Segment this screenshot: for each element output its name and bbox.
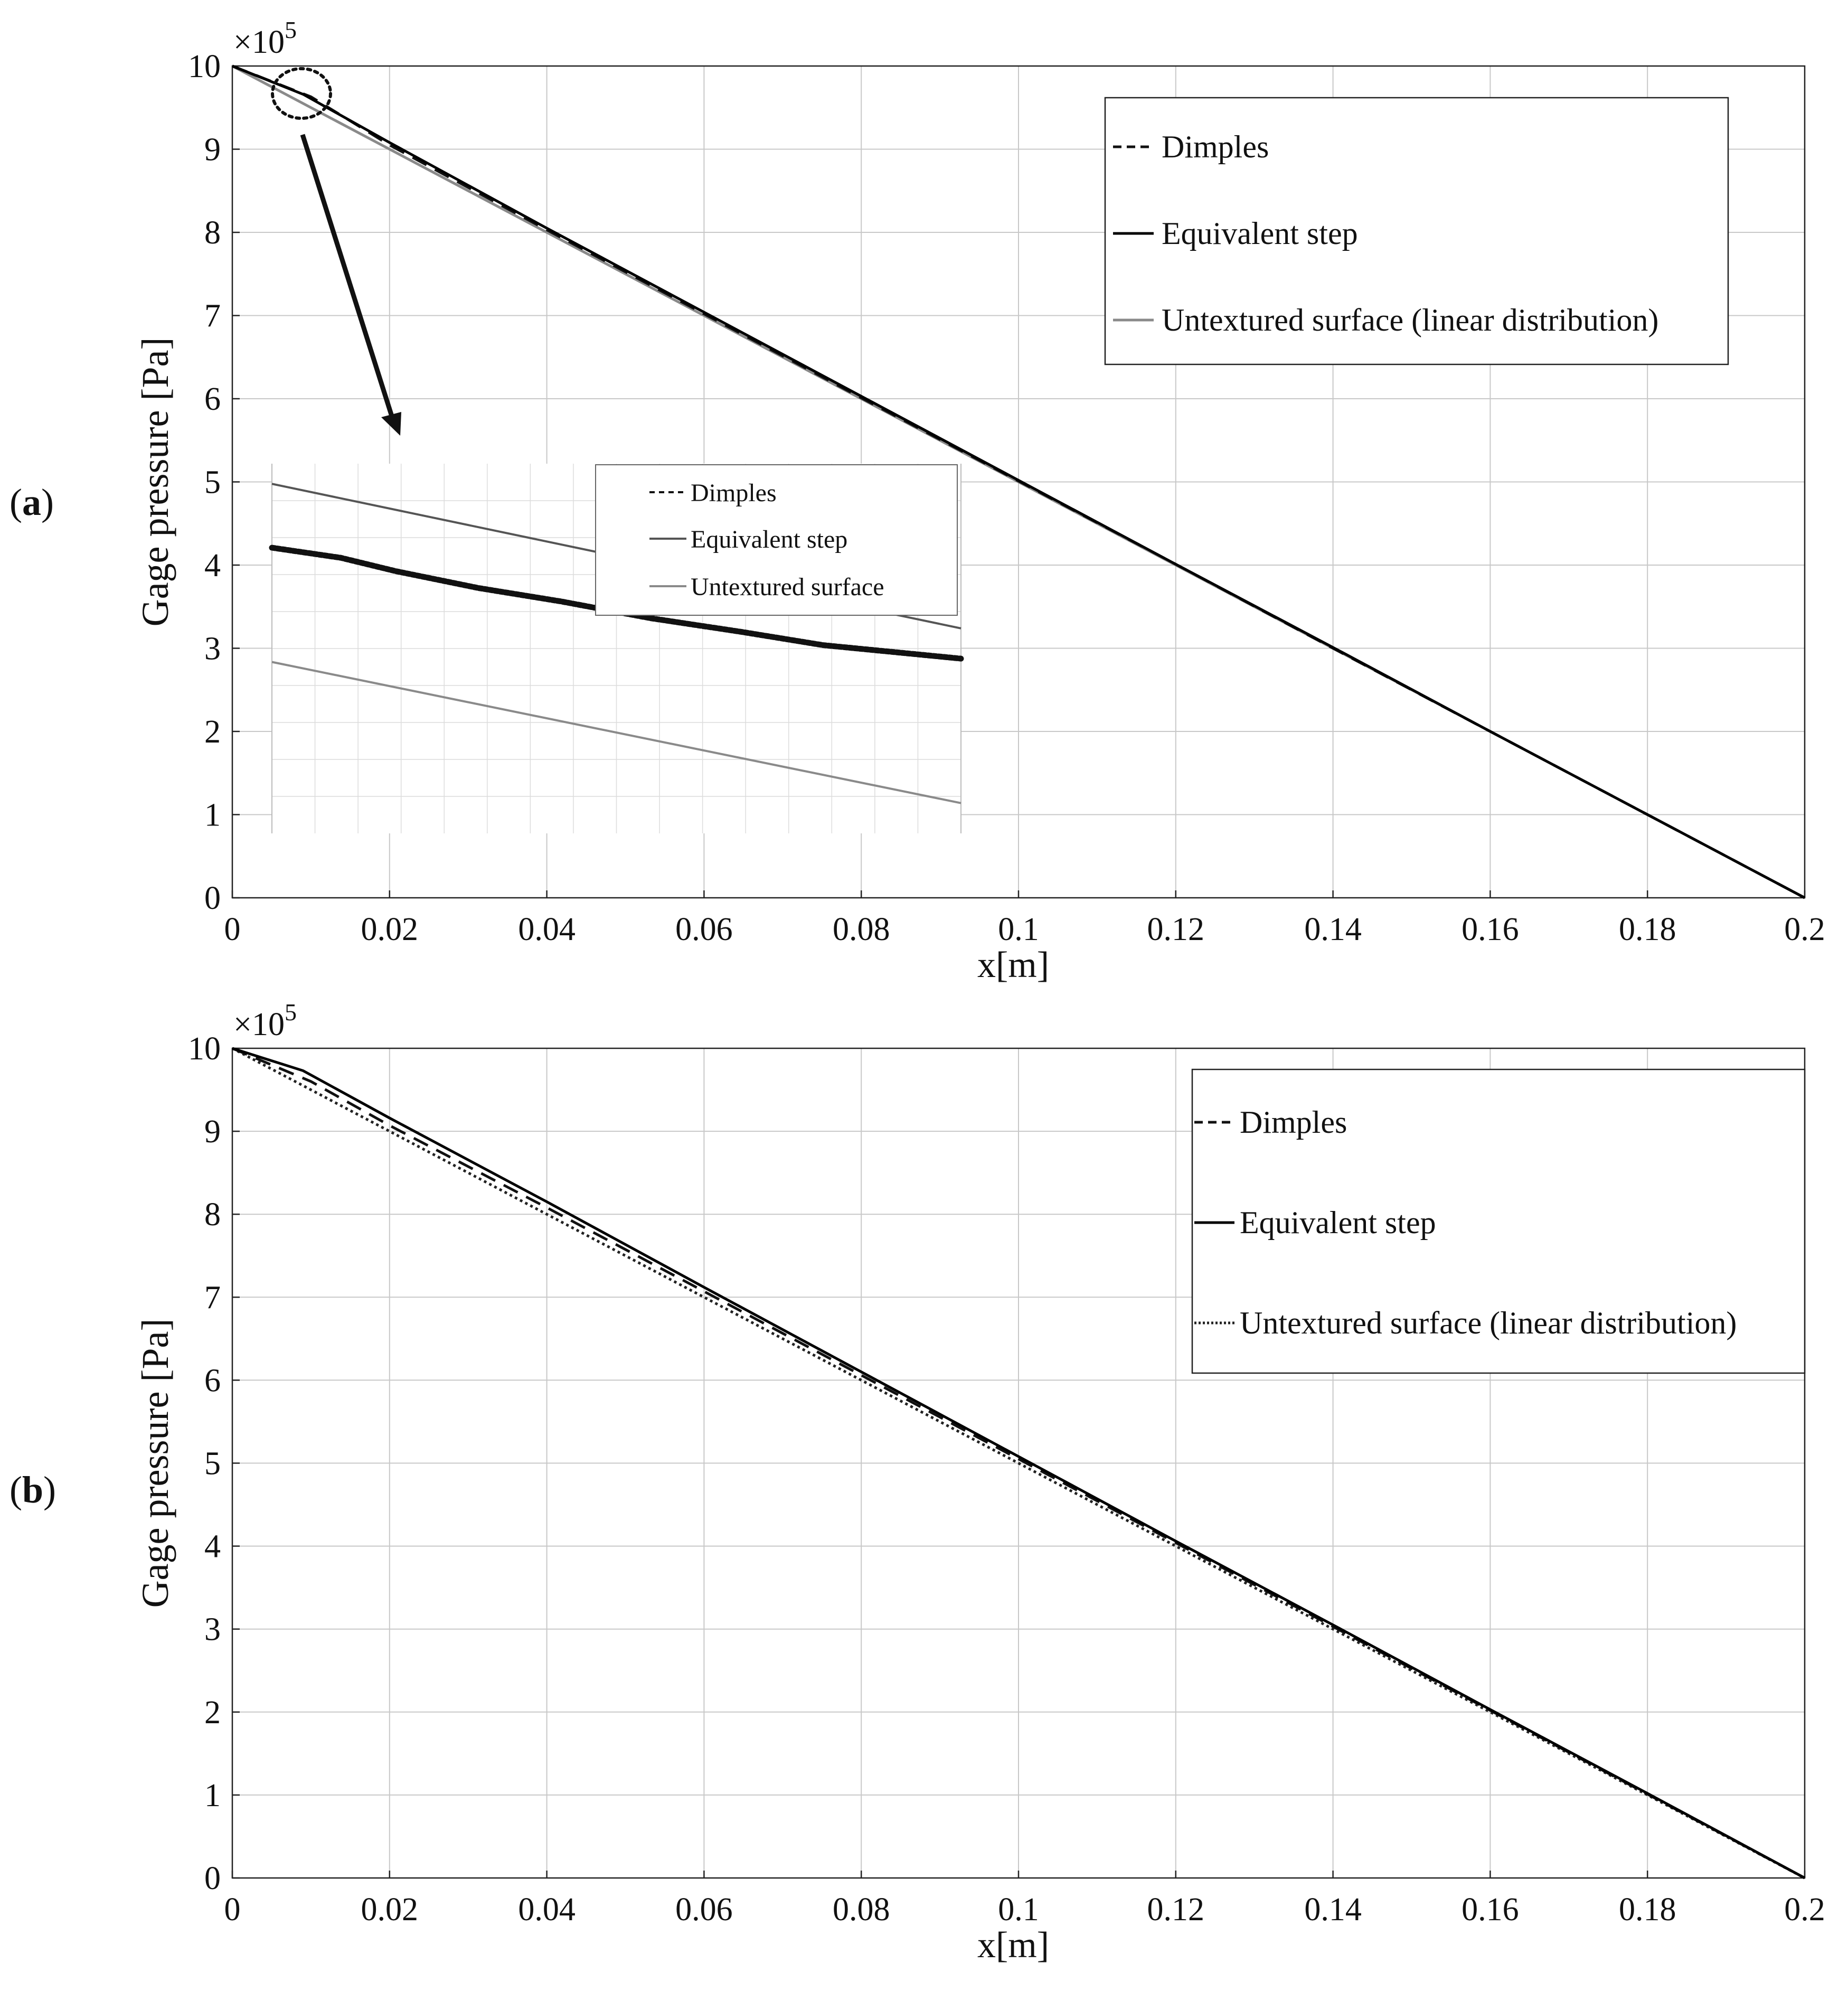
x-tick-label: 0.02 (361, 1892, 419, 1928)
y-tick-label: 10 (188, 49, 221, 84)
multiplier-exponent: 5 (285, 16, 297, 43)
legend-label: Dimples (1162, 129, 1269, 164)
axis-labels-b: x[m] Gage pressure [Pa] (b) (10, 1319, 1049, 1966)
inset-legend-label: Dimples (691, 479, 777, 507)
chart-panel-a: 0 0.02 0.04 0.06 0.08 0.1 0.12 0.14 0.16 0.18 0.2 0… (10, 16, 1825, 985)
legend-label: Untextured surface (linear distribution) (1240, 1305, 1737, 1340)
x-tick-label: 0.08 (833, 1892, 890, 1928)
y-axis-label: Gage pressure [Pa] (134, 1319, 176, 1608)
y-tick-label: 2 (204, 1695, 221, 1731)
y-tick-label: 1 (204, 1778, 221, 1814)
multiplier-base: ×10 (233, 1007, 285, 1042)
x-tick-label: 0.16 (1462, 1892, 1519, 1928)
x-tick-label: 0.04 (518, 1892, 576, 1928)
x-tick-label: 0.2 (1784, 912, 1825, 947)
zoom-annotation (271, 67, 401, 436)
series-line-equivalent (232, 64, 1806, 899)
x-tick-label: 0.2 (1784, 1892, 1825, 1928)
y-tick-label: 0 (204, 880, 221, 916)
y-tick-label: 0 (204, 1861, 221, 1896)
y-axis-multiplier: ×105 (233, 999, 297, 1042)
multiplier-exponent: 5 (285, 999, 297, 1026)
legend-label: Dimples (1240, 1105, 1347, 1140)
x-axis-label: x[m] (977, 945, 1049, 985)
x-tick-label: 0.02 (361, 912, 419, 947)
x-axis-label: x[m] (977, 1925, 1049, 1966)
x-tick-label: 0.14 (1304, 912, 1362, 947)
x-tick-label: 0.1 (998, 912, 1039, 947)
y-tick-label: 3 (204, 1612, 221, 1648)
x-tick-label: 0.08 (833, 912, 890, 947)
x-tick-label: 0.12 (1147, 912, 1205, 947)
panel-label: (b) (10, 1469, 56, 1511)
zoom-arrow-shaft (300, 134, 394, 417)
panel-label: (a) (10, 481, 54, 523)
legend-b: Dimples Equivalent step Untextured surface… (1191, 1068, 1806, 1374)
x-tick-label: 0.14 (1304, 1892, 1362, 1928)
x-tick-label: 0.16 (1462, 912, 1519, 947)
y-tick-label: 1 (204, 797, 221, 833)
panel-label-letter: b (22, 1469, 43, 1511)
y-axis-multiplier: ×105 (233, 16, 297, 60)
series-line-equivalent (232, 1047, 1806, 1880)
x-tick-label: 0 (224, 912, 241, 947)
panel-label-close: ) (41, 481, 54, 523)
series-group-b (231, 1047, 1806, 1880)
y-tick-label: 7 (204, 1280, 221, 1316)
y-tick-label: 5 (204, 1446, 221, 1482)
zoom-ellipse (271, 67, 332, 120)
inset-series-untextured (271, 661, 961, 804)
y-tick-label: 6 (204, 1363, 221, 1398)
inset-series-dimples (269, 544, 964, 662)
ticks-a: 0 0.02 0.04 0.06 0.08 0.1 0.12 0.14 0.16 0.18 0.2 0… (188, 16, 1825, 947)
chart-panel-b: 0 0.02 0.04 0.06 0.08 0.1 0.12 0.14 0.16 0.18 0.2 0… (10, 999, 1825, 1966)
x-tick-label: 0.06 (675, 1892, 733, 1928)
x-tick-label: 0.06 (675, 912, 733, 947)
y-axis-label: Gage pressure [Pa] (134, 337, 176, 627)
multiplier-base: ×10 (233, 24, 285, 60)
y-tick-label: 2 (204, 714, 221, 750)
legend-label: Equivalent step (1162, 216, 1358, 251)
x-tick-label: 0.12 (1147, 1892, 1205, 1928)
legend-box (1104, 97, 1729, 365)
x-tick-label: 0.18 (1619, 912, 1676, 947)
panel-label-close: ) (43, 1469, 56, 1511)
panel-label-letter: a (22, 481, 41, 523)
legend-label: Untextured surface (linear distribution) (1162, 303, 1658, 337)
x-tick-label: 0.04 (518, 912, 576, 947)
series-group-a (231, 64, 1806, 899)
y-tick-label: 3 (204, 631, 221, 667)
y-tick-label: 7 (204, 298, 221, 334)
inset-legend-label: Untextured surface (691, 573, 884, 601)
x-tick-label: 0.1 (998, 1892, 1039, 1928)
y-tick-label: 6 (204, 381, 221, 417)
y-tick-label: 8 (204, 1197, 221, 1233)
inset-legend-label: Equivalent step (691, 525, 847, 553)
ticks-b: 0 0.02 0.04 0.06 0.08 0.1 0.12 0.14 0.16 0.18 0.2 0… (188, 999, 1825, 1928)
x-tick-label: 0 (224, 1892, 241, 1928)
y-tick-label: 9 (204, 132, 221, 168)
inset-legend-box (595, 464, 958, 616)
y-tick-label: 10 (188, 1031, 221, 1067)
legend-a: Dimples Equivalent step Untextured surface… (1104, 97, 1729, 365)
y-tick-label: 5 (204, 465, 221, 501)
legend-box (1191, 1068, 1806, 1374)
y-tick-label: 9 (204, 1114, 221, 1150)
y-tick-label: 8 (204, 215, 221, 251)
panel-label-open: ( (10, 1469, 22, 1511)
axis-labels-a: x[m] Gage pressure [Pa] (a) (10, 337, 1049, 985)
zoom-inset: Dimples Equivalent step Untextured surface (269, 464, 964, 833)
y-tick-label: 4 (204, 548, 221, 584)
x-tick-label: 0.18 (1619, 1892, 1676, 1928)
zoom-arrow-head (381, 412, 401, 436)
y-tick-label: 4 (204, 1529, 221, 1565)
panel-label-open: ( (10, 481, 22, 523)
legend-label: Equivalent step (1240, 1205, 1436, 1240)
